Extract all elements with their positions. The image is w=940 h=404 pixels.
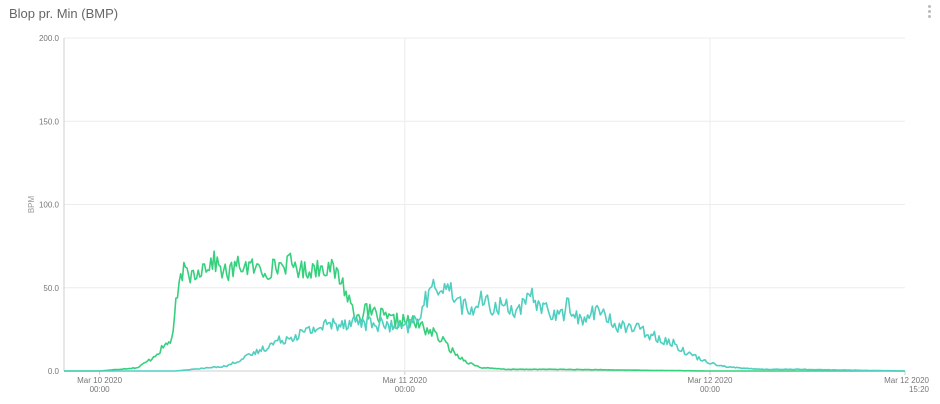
y-tick-label: 200.0 <box>39 34 60 43</box>
series-line-2 <box>64 278 905 372</box>
x-tick-label: Mar 12 2020 <box>688 376 733 385</box>
x-tick-label: Mar 12 2020 <box>884 376 929 385</box>
x-tick-sublabel: 00:00 <box>90 385 111 394</box>
y-tick-label: 100.0 <box>39 201 60 210</box>
x-tick-sublabel: 15:20 <box>909 385 930 394</box>
y-axis-title: BPM <box>27 196 36 214</box>
x-tick-label: Mar 10 2020 <box>77 376 122 385</box>
series-line-1 <box>64 250 905 372</box>
vertical-ellipsis-icon[interactable] <box>923 4 935 20</box>
y-tick-label: 150.0 <box>39 117 60 126</box>
x-tick-sublabel: 00:00 <box>700 385 721 394</box>
x-tick-label: Mar 11 2020 <box>383 376 428 385</box>
x-tick-sublabel: 00:00 <box>395 385 416 394</box>
panel-title: Blop pr. Min (BMP) <box>9 6 119 21</box>
y-tick-label: 0.0 <box>48 367 60 376</box>
y-tick-label: 50.0 <box>43 284 59 293</box>
